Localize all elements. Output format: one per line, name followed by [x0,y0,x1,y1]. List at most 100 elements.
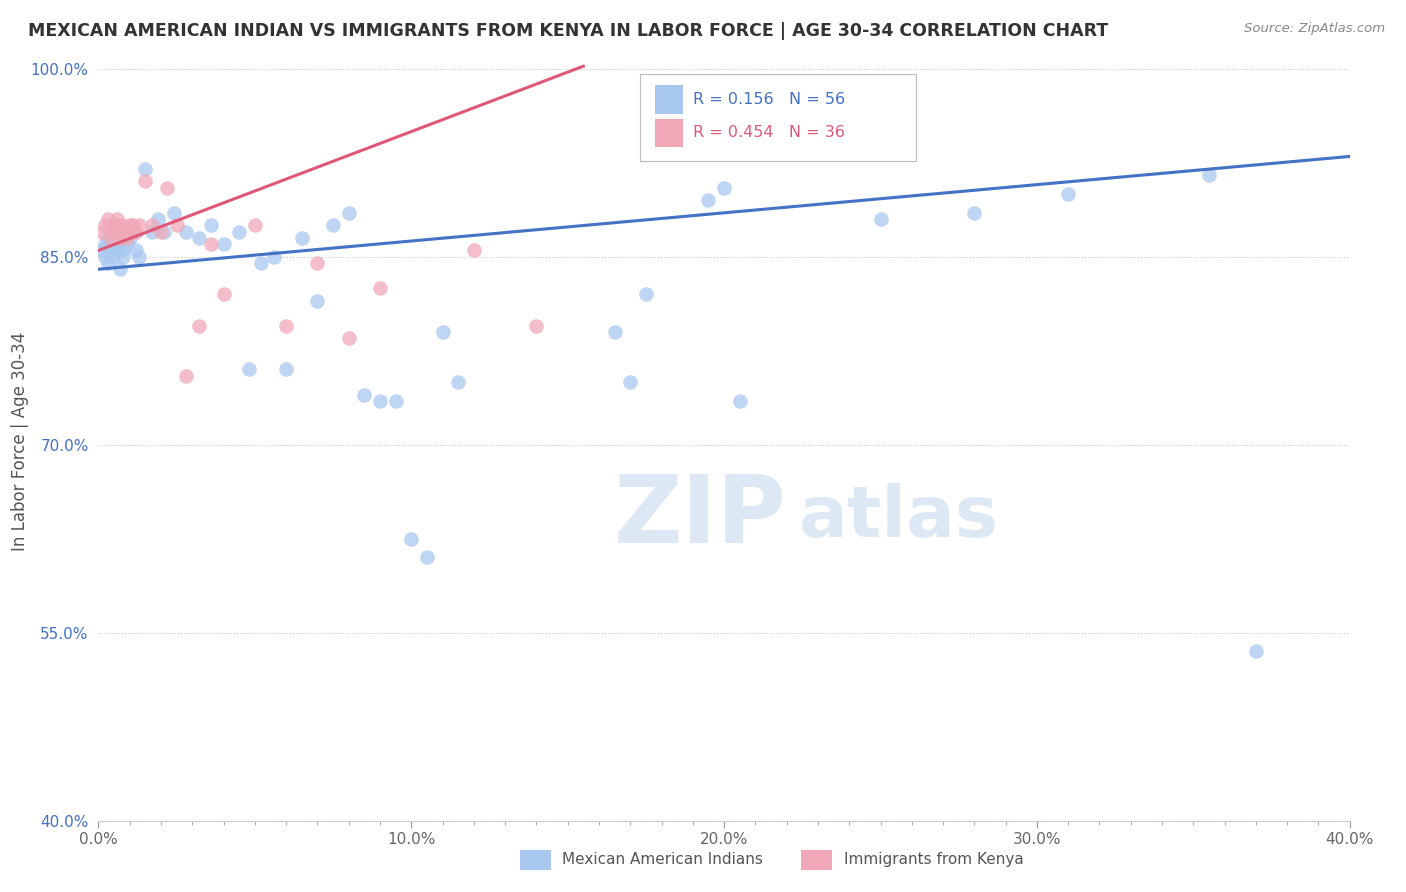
FancyBboxPatch shape [655,119,683,147]
Point [146,212,169,227]
Point [1198,168,1220,182]
Point [384,393,406,408]
Point [121,225,143,239]
Point [110,225,132,239]
Point [115,231,138,245]
Point [100,237,122,252]
Point [187,318,209,333]
Point [105,237,128,252]
Point [432,325,454,339]
Point [125,244,148,258]
Point [115,237,138,252]
Point [619,375,641,389]
Point [174,368,197,383]
Point [291,231,314,245]
Point [105,219,128,233]
Point [526,318,548,333]
Point [118,231,141,245]
Point [118,225,141,239]
FancyBboxPatch shape [640,74,915,161]
Point [416,550,439,565]
Point [112,244,135,258]
Point [105,244,128,258]
Point [112,219,135,233]
Point [307,293,329,308]
Text: Mexican American Indians: Mexican American Indians [562,853,763,867]
Point [118,219,141,233]
Point [238,362,260,376]
Point [869,212,891,227]
Point [162,206,184,220]
Point [187,231,209,245]
Point [368,281,391,295]
Point [1244,644,1267,658]
Point [110,262,132,277]
Point [105,212,128,227]
Point [728,393,751,408]
Point [103,219,125,233]
Text: MEXICAN AMERICAN INDIAN VS IMMIGRANTS FROM KENYA IN LABOR FORCE | AGE 30-34 CORR: MEXICAN AMERICAN INDIAN VS IMMIGRANTS FR… [28,22,1108,40]
Point [447,375,470,389]
Point [963,206,986,220]
Point [713,180,735,194]
Point [90,225,112,239]
Point [212,237,235,252]
Point [307,256,329,270]
Text: R = 0.454   N = 36: R = 0.454 N = 36 [693,126,845,140]
Point [112,225,135,239]
Point [141,225,163,239]
Point [93,237,115,252]
Point [337,206,360,220]
Point [697,194,720,208]
Point [263,250,285,264]
Point [212,287,235,301]
Point [112,250,135,264]
Point [174,225,197,239]
Point [274,362,298,376]
Point [100,225,122,239]
Point [243,219,266,233]
Text: Source: ZipAtlas.com: Source: ZipAtlas.com [1244,22,1385,36]
Point [200,219,222,233]
Point [603,325,626,339]
Point [322,219,344,233]
Point [110,231,132,245]
Point [128,219,150,233]
Point [463,244,485,258]
Point [93,250,115,264]
Point [93,219,115,233]
Point [401,532,423,546]
Text: atlas: atlas [799,483,1000,552]
Point [115,225,138,239]
Point [353,387,375,401]
Point [100,231,122,245]
Point [90,244,112,258]
Point [121,219,143,233]
Point [150,225,173,239]
Point [368,393,391,408]
Point [153,225,176,239]
Point [156,180,179,194]
Point [200,237,222,252]
FancyBboxPatch shape [655,85,683,114]
Point [274,318,298,333]
Point [125,225,148,239]
Point [134,174,156,188]
Point [100,244,122,258]
Point [337,331,360,345]
Point [110,231,132,245]
Point [128,250,150,264]
Point [228,225,250,239]
Point [141,219,163,233]
Text: R = 0.156   N = 56: R = 0.156 N = 56 [693,92,845,107]
Text: Immigrants from Kenya: Immigrants from Kenya [844,853,1024,867]
Point [634,287,657,301]
Point [250,256,273,270]
Point [97,231,120,245]
Text: ZIP: ZIP [614,471,787,564]
Point [97,256,120,270]
Point [97,212,120,227]
Point [1057,187,1080,202]
Point [103,225,125,239]
Point [103,250,125,264]
